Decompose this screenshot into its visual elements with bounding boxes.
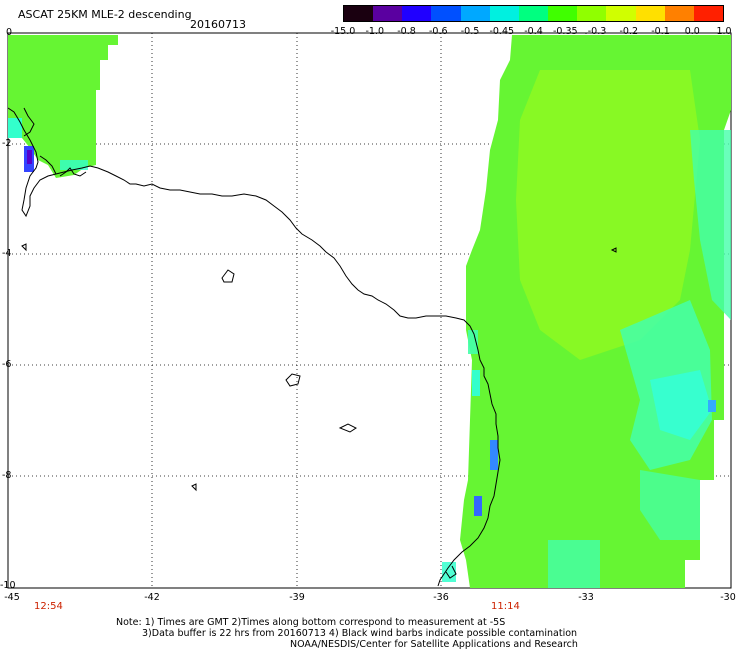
colorbar-segment	[344, 6, 374, 21]
x-tick-36: -36	[433, 592, 449, 603]
colorbar-segment	[548, 6, 578, 21]
y-tick-4: -4	[2, 248, 12, 259]
colorbar-segment	[606, 6, 636, 21]
colorbar-label: -0.5	[460, 26, 480, 37]
x-tick-45: -45	[4, 592, 20, 603]
colorbar-label: -1.0	[365, 26, 385, 37]
colorbar	[343, 5, 724, 22]
y-tick-2: -2	[2, 138, 12, 149]
colorbar-label: -0.4	[524, 26, 543, 37]
x-tick-33: -33	[578, 592, 594, 603]
swath-left	[8, 35, 118, 178]
colorbar-label: -0.35	[552, 26, 578, 37]
y-tick-8: -8	[2, 470, 12, 481]
colorbar-segment	[635, 6, 665, 21]
note-line-2: 3)Data buffer is 22 hrs from 20160713 4)…	[142, 628, 578, 639]
y-tick-0: 0	[6, 27, 13, 38]
colorbar-label: -15.0	[330, 26, 356, 37]
colorbar-label: -0.1	[651, 26, 670, 37]
colorbar-label: -0.8	[397, 26, 416, 37]
note-line-1: Note: 1) Times are GMT 2)Times along bot…	[116, 617, 506, 628]
colorbar-segment	[373, 6, 403, 21]
colorbar-segment	[577, 6, 607, 21]
product-date: 20160713	[190, 18, 246, 31]
colorbar-segment	[460, 6, 490, 21]
colorbar-segment	[664, 6, 694, 21]
colorbar-label: -0.3	[587, 26, 607, 37]
y-tick-6: -6	[2, 359, 12, 370]
colorbar-segment	[431, 6, 461, 21]
coastline	[7, 107, 501, 587]
islands	[21, 243, 617, 492]
colorbar-segment	[402, 6, 432, 21]
colorbar-label: 1.0	[716, 26, 732, 37]
colorbar-segment	[693, 6, 724, 21]
y-tick-10: -10	[0, 580, 16, 591]
x-tick-30: -30	[720, 592, 736, 603]
note-line-3: NOAA/NESDIS/Center for Satellite Applica…	[290, 639, 578, 650]
product-title: ASCAT 25KM MLE-2 descending	[18, 8, 192, 21]
colorbar-segment	[489, 6, 519, 21]
pass-time-left: 12:54	[34, 601, 63, 612]
colorbar-label: -0.6	[428, 26, 448, 37]
colorbar-segment	[518, 6, 549, 21]
x-tick-39: -39	[289, 592, 305, 603]
colorbar-label: -0.2	[619, 26, 639, 37]
colorbar-label: -0.45	[489, 26, 515, 37]
colorbar-label: 0.0	[684, 26, 700, 37]
x-tick-42: -42	[144, 592, 160, 603]
pass-time-right: 11:14	[491, 601, 520, 612]
swath-right	[442, 35, 731, 588]
